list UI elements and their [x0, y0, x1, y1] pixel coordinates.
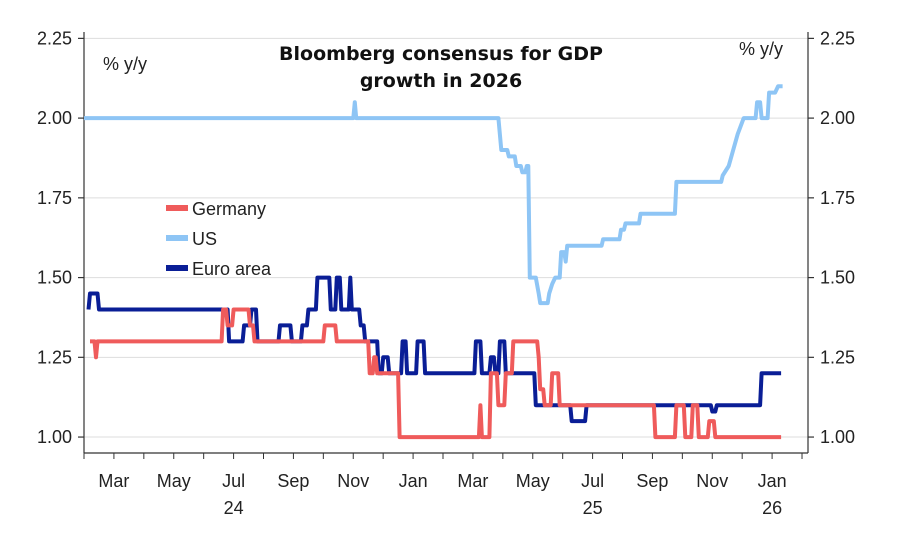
x-tick-label: Jan: [399, 471, 428, 491]
y-tick-label-left: 1.25: [37, 347, 72, 367]
y-tick-label-right: 2.00: [820, 108, 855, 128]
y-tick-label-right: 2.25: [820, 28, 855, 48]
legend-label-euro-area: Euro area: [192, 259, 272, 279]
x-tick-label: Nov: [696, 471, 728, 491]
series-line-germany: [90, 307, 782, 440]
x-tick-label: May: [157, 471, 191, 491]
x-year-label: 26: [762, 498, 782, 518]
series-line-euro-area: [86, 275, 782, 424]
right-axis-unit: % y/y: [739, 39, 783, 59]
legend: Germany US Euro area: [166, 199, 272, 279]
legend-label-us: US: [192, 229, 217, 249]
y-tick-label-left: 2.00: [37, 108, 72, 128]
y-tick-label-left: 2.25: [37, 28, 72, 48]
x-tick-label: Sep: [277, 471, 309, 491]
series-line-us: [84, 84, 783, 306]
tick-labels: 1.00 1.00 1.25 1.25 1.50 1.50 1.75 1.75 2.00 2.00…: [37, 28, 855, 518]
x-year-label: 25: [583, 498, 603, 518]
x-tick-label: Jul: [581, 471, 604, 491]
y-tick-label-right: 1.25: [820, 347, 855, 367]
x-tick-label: Jul: [222, 471, 245, 491]
y-tick-label-left: 1.00: [37, 427, 72, 447]
x-tick-label: May: [516, 471, 550, 491]
left-axis-unit: % y/y: [103, 54, 147, 74]
chart-title-line-2: growth in 2026: [360, 70, 522, 92]
legend-item-germany: Germany: [166, 199, 266, 219]
y-tick-label-right: 1.00: [820, 427, 855, 447]
x-tick-label: Nov: [337, 471, 369, 491]
x-year-label: 24: [224, 498, 244, 518]
axes: [83, 32, 809, 454]
legend-label-germany: Germany: [192, 199, 266, 219]
y-tick-label-right: 1.75: [820, 188, 855, 208]
x-tick-label: Mar: [457, 471, 488, 491]
legend-item-us: US: [166, 229, 217, 249]
chart-title-line-1: Bloomberg consensus for GDP: [279, 43, 603, 65]
legend-item-euro-area: Euro area: [166, 259, 272, 279]
x-tick-label: Mar: [98, 471, 129, 491]
y-tick-label-right: 1.50: [820, 268, 855, 288]
y-tick-label-left: 1.75: [37, 188, 72, 208]
x-tick-label: Sep: [636, 471, 668, 491]
x-tick-label: Jan: [758, 471, 787, 491]
series-lines: [84, 84, 783, 440]
y-tick-label-left: 1.50: [37, 268, 72, 288]
gridlines: [78, 37, 814, 459]
